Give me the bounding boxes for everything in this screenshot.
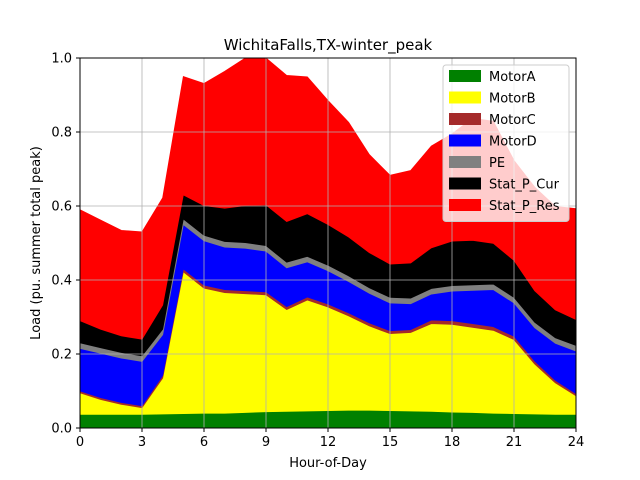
x-tick-label: 3 [138, 435, 146, 450]
legend-swatch [449, 134, 481, 147]
legend-label: MotorD [489, 135, 537, 150]
y-tick-label: 0.8 [51, 126, 72, 141]
x-tick-label: 24 [568, 435, 585, 450]
legend-swatch [449, 113, 481, 125]
x-tick-label: 21 [506, 435, 523, 450]
legend-label: PE [489, 156, 505, 171]
y-tick-label: 0.6 [51, 200, 72, 215]
legend-label: Stat_P_Res [489, 199, 560, 214]
legend-label: MotorB [489, 92, 535, 107]
legend-label: MotorC [489, 113, 536, 128]
legend-swatch [449, 177, 481, 190]
y-tick-label: 0.4 [51, 274, 72, 289]
x-tick-label: 6 [200, 435, 208, 450]
x-axis-label: Hour-of-Day [289, 456, 367, 471]
y-tick-label: 0.2 [51, 348, 72, 363]
legend-swatch [449, 70, 481, 82]
x-axis-ticks: 0 3 6 9 12 15 18 21 24 [76, 428, 584, 450]
legend-label: Stat_P_Cur [489, 178, 560, 193]
y-tick-label: 0.0 [51, 422, 72, 437]
legend-swatch [449, 156, 481, 168]
legend-swatch [449, 91, 481, 104]
y-axis-ticks: 0.0 0.2 0.4 0.6 0.8 1.0 [51, 52, 80, 437]
legend: MotorA MotorB MotorC MotorD PE Stat_P_Cur Stat… [442, 64, 570, 222]
x-tick-label: 0 [76, 435, 84, 450]
y-tick-label: 1.0 [51, 52, 72, 67]
x-tick-label: 15 [382, 435, 399, 450]
legend-label: MotorA [489, 70, 536, 85]
y-axis-label: Load (pu. summer total peak) [29, 146, 44, 340]
x-tick-label: 12 [320, 435, 337, 450]
chart-title: WichitaFalls,TX-winter_peak [224, 36, 433, 55]
x-tick-label: 9 [262, 435, 270, 450]
legend-swatch [449, 199, 481, 211]
x-tick-label: 18 [444, 435, 461, 450]
